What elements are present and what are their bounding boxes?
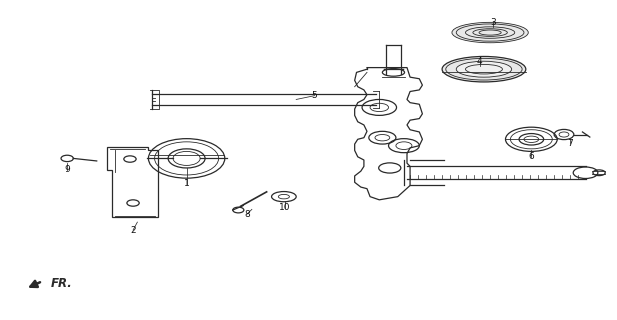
Text: 7: 7 <box>567 139 573 148</box>
Text: 6: 6 <box>529 152 534 161</box>
Text: 8: 8 <box>244 210 250 219</box>
Ellipse shape <box>442 56 526 82</box>
Text: 3: 3 <box>491 18 496 27</box>
Text: FR.: FR. <box>51 277 73 290</box>
Text: 5: 5 <box>312 91 318 100</box>
Ellipse shape <box>456 61 511 77</box>
Text: 4: 4 <box>477 57 482 66</box>
Ellipse shape <box>452 22 528 43</box>
Text: 10: 10 <box>280 203 291 212</box>
Text: 9: 9 <box>64 165 70 174</box>
Text: 2: 2 <box>130 226 136 235</box>
Text: 1: 1 <box>184 180 189 188</box>
